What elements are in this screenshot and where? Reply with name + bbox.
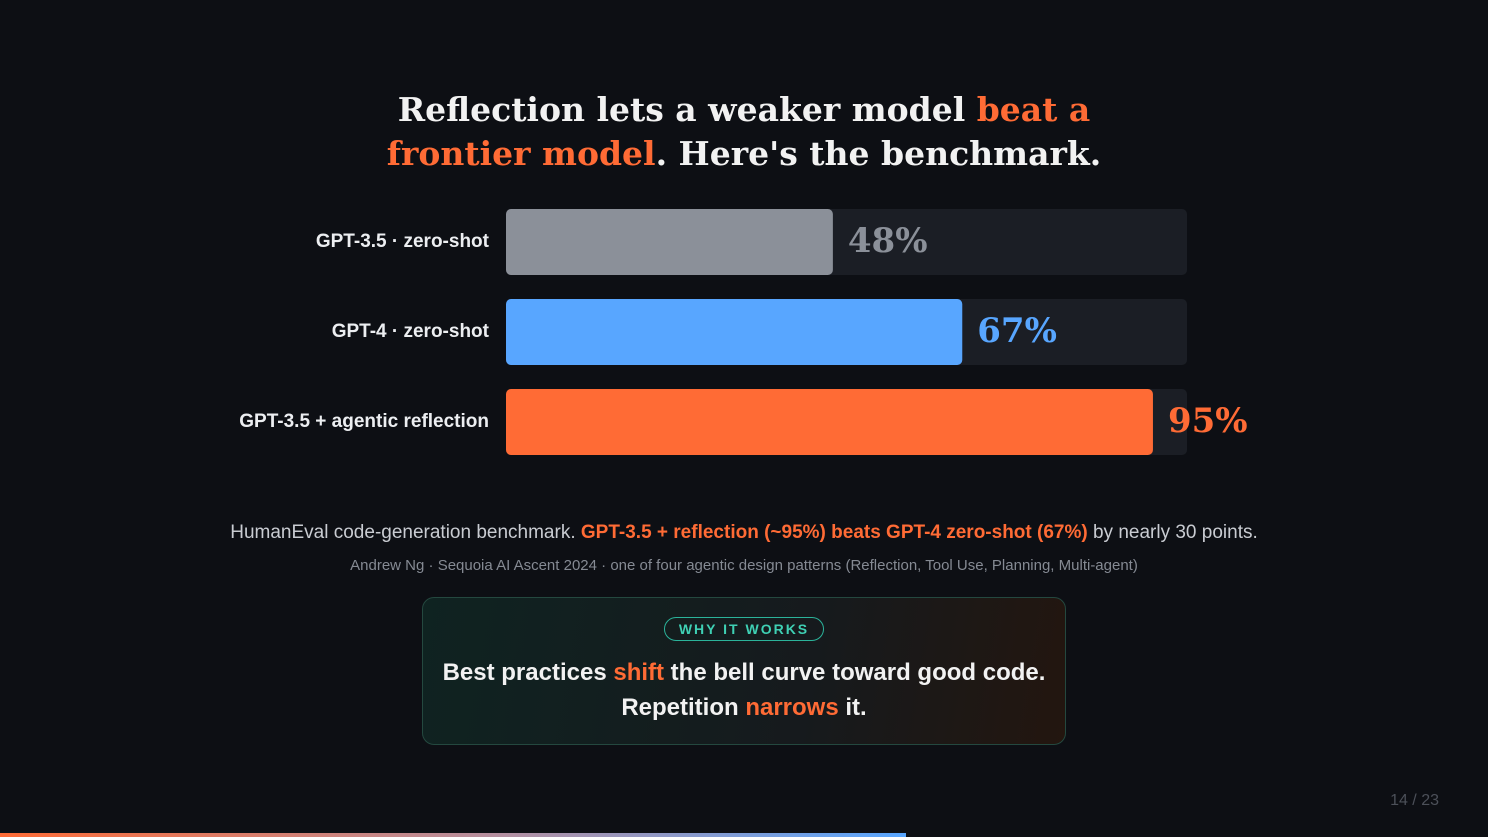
category-label: GPT-3.5 · zero-shot [316, 231, 490, 252]
value-label: 48% [848, 221, 928, 261]
callout-text: the bell curve toward good code. [664, 659, 1046, 686]
page-number: 14 / 23 [1390, 792, 1439, 809]
caption: HumanEval code-generation benchmark. GPT… [0, 522, 1488, 544]
value-label: 67% [977, 311, 1057, 351]
title-text: . Here's the benchmark. [655, 134, 1102, 173]
category-label: GPT-4 · zero-shot [332, 321, 490, 342]
callout-highlight: shift [613, 659, 665, 686]
chart: GPT-3.5 · zero-shot 48% GPT-4 · zero-shot 6… [239, 209, 1248, 455]
caption-text: by nearly 30 points. [1087, 522, 1258, 543]
progress-bar [0, 833, 906, 837]
callout-highlight: narrows [745, 694, 839, 721]
bar [506, 299, 963, 365]
callout-text: Repetition [621, 694, 746, 721]
category-label: GPT-3.5 + agentic reflection [239, 411, 489, 432]
callout-text: it. [838, 694, 867, 721]
caption-text: HumanEval code-generation benchmark. [230, 522, 581, 543]
bar [506, 389, 1153, 455]
caption-highlight: GPT-3.5 + reflection (~95%) beats GPT-4 … [580, 522, 1088, 543]
callout-line: Best practices shift the bell curve towa… [423, 655, 1065, 690]
source: Andrew Ng · Sequoia AI Ascent 2024 · one… [350, 557, 1138, 574]
value-label: 95% [1168, 401, 1248, 441]
callout-text: Best practices [442, 659, 614, 686]
callout: WHY IT WORKS Best practices shift the be… [422, 597, 1066, 745]
title-highlight: frontier model [386, 134, 656, 173]
title-highlight: beat a [976, 90, 1091, 129]
bar [506, 209, 833, 275]
callout-line: Repetition narrows it. [423, 690, 1065, 725]
slide-title: Reflection lets a weaker model beat a fro… [0, 88, 1488, 176]
title-text: Reflection lets a weaker model [397, 90, 977, 129]
badge: WHY IT WORKS [663, 617, 825, 641]
